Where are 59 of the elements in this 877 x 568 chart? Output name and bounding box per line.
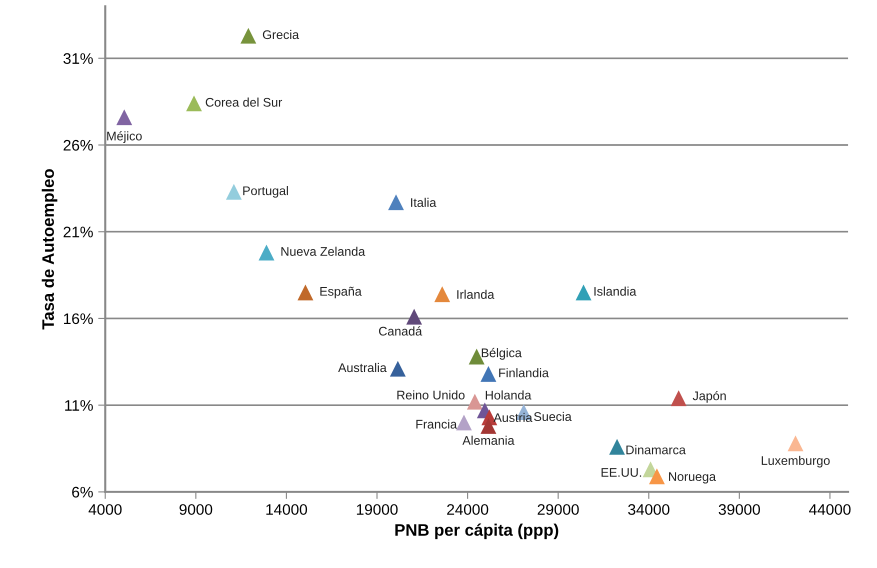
point [609,438,625,455]
series-label: Nueva Zelanda [281,246,366,256]
series-label: Austria [494,412,532,422]
point [406,308,422,325]
series-label: Portugal [243,186,288,198]
point [434,286,450,302]
point [298,284,314,300]
x-tick-label: 14000 [266,504,308,515]
series-label: Francia [416,419,458,429]
y-tick-label: 11% [65,400,93,411]
y-tick-label: 21% [64,226,93,238]
point [226,184,242,200]
series-label: Reino Unido [397,390,465,400]
series-label: Holanda [486,390,532,400]
x-tick-label: 24000 [447,504,488,515]
point [480,366,496,382]
series-label: Luxemburgo [762,456,830,468]
series-label: Alemania [462,436,514,445]
point [390,360,406,377]
point [388,194,404,210]
series-label: EE.UU. [602,468,642,477]
series-label: Finlandia [499,368,549,378]
point [576,284,592,300]
point [466,394,483,410]
x-tick-label: 19000 [356,504,398,515]
x-tick-label: 34000 [628,504,670,515]
point [258,244,274,260]
series-label: Canadá [379,326,422,336]
series-label: Suecia [534,412,572,422]
x-tick-label: 4000 [88,504,122,515]
series-label: Bélgica [482,348,522,360]
x-axis-title: PNB per cápita (ppp) [395,523,558,540]
series-label: Italia [411,198,436,207]
y-tick-label: 26% [64,140,93,151]
point [670,390,687,406]
series-label: Japón [692,390,726,403]
series-label: Corea del Sur [206,98,282,107]
series-label: Irlanda [457,290,494,299]
series-label: Islandia [594,286,636,296]
y-tick-label: 16% [64,313,93,324]
series-label: Dinamarca [626,445,686,454]
y-axis-title: Tasa de Autoempleo [42,169,58,330]
x-tick-label: 39000 [718,504,760,515]
series-label: Australia [338,362,387,372]
y-tick-label: 31% [63,53,93,64]
series-label: Méjico [107,131,142,143]
series-label: España [320,286,362,298]
x-tick-label: 9000 [180,504,212,515]
point [649,468,665,484]
series-label: Noruega [669,472,716,484]
point [788,435,804,452]
x-tick-label: 44000 [809,504,851,515]
series-label: Grecia [262,30,300,40]
x-tick-label: 29000 [538,504,579,515]
point [240,28,256,44]
point [186,95,202,112]
point [456,414,472,430]
point [116,109,132,126]
y-tick-label: 6% [72,486,93,498]
